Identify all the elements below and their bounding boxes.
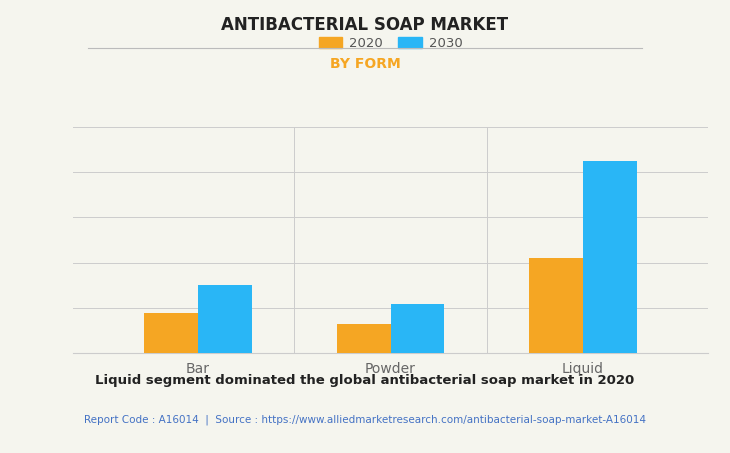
Text: ANTIBACTERIAL SOAP MARKET: ANTIBACTERIAL SOAP MARKET <box>221 16 509 34</box>
Bar <box>391 304 445 353</box>
Legend: 2020, 2030: 2020, 2030 <box>313 32 468 55</box>
Text: Report Code : A16014  |  Source : https://www.alliedmarketresearch.com/antibacte: Report Code : A16014 | Source : https://… <box>84 414 646 425</box>
Bar <box>145 313 198 353</box>
Bar <box>529 258 583 353</box>
Text: BY FORM: BY FORM <box>330 57 400 71</box>
Bar <box>583 161 637 353</box>
Bar <box>337 324 391 353</box>
Text: Liquid segment dominated the global antibacterial soap market in 2020: Liquid segment dominated the global anti… <box>96 374 634 387</box>
Bar <box>198 285 252 353</box>
